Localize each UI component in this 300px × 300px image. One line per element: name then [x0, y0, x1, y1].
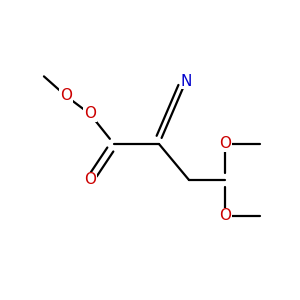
Text: O: O [84, 106, 96, 122]
Text: O: O [84, 172, 96, 188]
Text: O: O [60, 88, 72, 104]
Text: O: O [219, 208, 231, 224]
Text: O: O [219, 136, 231, 152]
Text: N: N [180, 74, 192, 88]
